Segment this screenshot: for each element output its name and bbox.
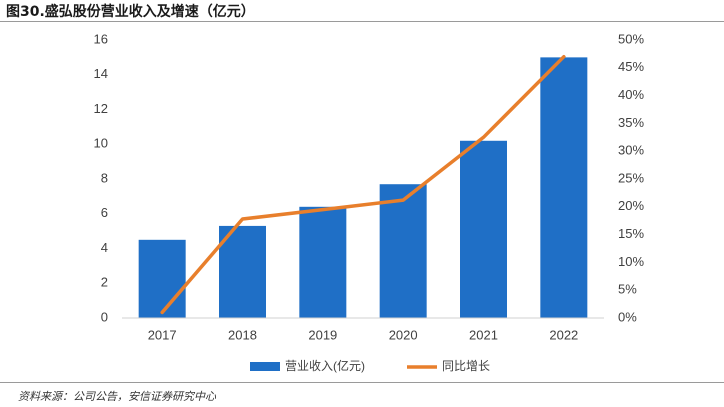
y-tick-label: 14 [94,66,108,81]
legend-label-revenue: 营业收入(亿元) [285,358,365,373]
footer-divider [0,382,724,383]
x-tick-label: 2022 [549,327,578,342]
y-tick-label: 16 [94,31,108,46]
bar [138,239,186,318]
bar [540,57,588,318]
title-divider [0,21,724,22]
y2-tick-label: 40% [618,87,644,102]
chart-title: 图30.盛弘股份营业收入及增速（亿元） [6,4,255,20]
y2-tick-label: 10% [618,254,644,269]
y-tick-label: 6 [101,205,108,220]
y2-tick-label: 15% [618,226,644,241]
y2-tick-label: 30% [618,143,644,158]
y2-tick-label: 35% [618,115,644,130]
legend-label-growth: 同比增长 [442,359,490,373]
y-tick-label: 8 [101,170,108,185]
legend-bar-swatch [250,362,280,371]
y2-tick-label: 25% [618,170,644,185]
y-tick-label: 2 [101,275,108,290]
bar [299,206,347,318]
y2-tick-label: 5% [618,282,637,297]
y-tick-label: 4 [101,240,108,255]
x-tick-label: 2017 [148,327,177,342]
y2-tick-label: 50% [618,31,644,46]
x-tick-label: 2021 [469,327,498,342]
growth-line [160,54,566,315]
bar [219,225,266,318]
x-tick-label: 2020 [389,327,418,342]
y-tick-label: 12 [94,101,108,116]
y-tick-label: 10 [94,136,108,151]
x-tick-label: 2019 [308,327,337,342]
bar [460,140,507,318]
source-note: 资料来源：公司公告，安信证券研究中心 [18,390,216,403]
x-tick-label: 2018 [228,327,257,342]
y2-tick-label: 45% [618,59,644,74]
bar [379,184,427,318]
y-tick-label: 0 [101,309,108,324]
y2-tick-label: 0% [618,309,637,324]
y2-tick-label: 20% [618,198,644,213]
